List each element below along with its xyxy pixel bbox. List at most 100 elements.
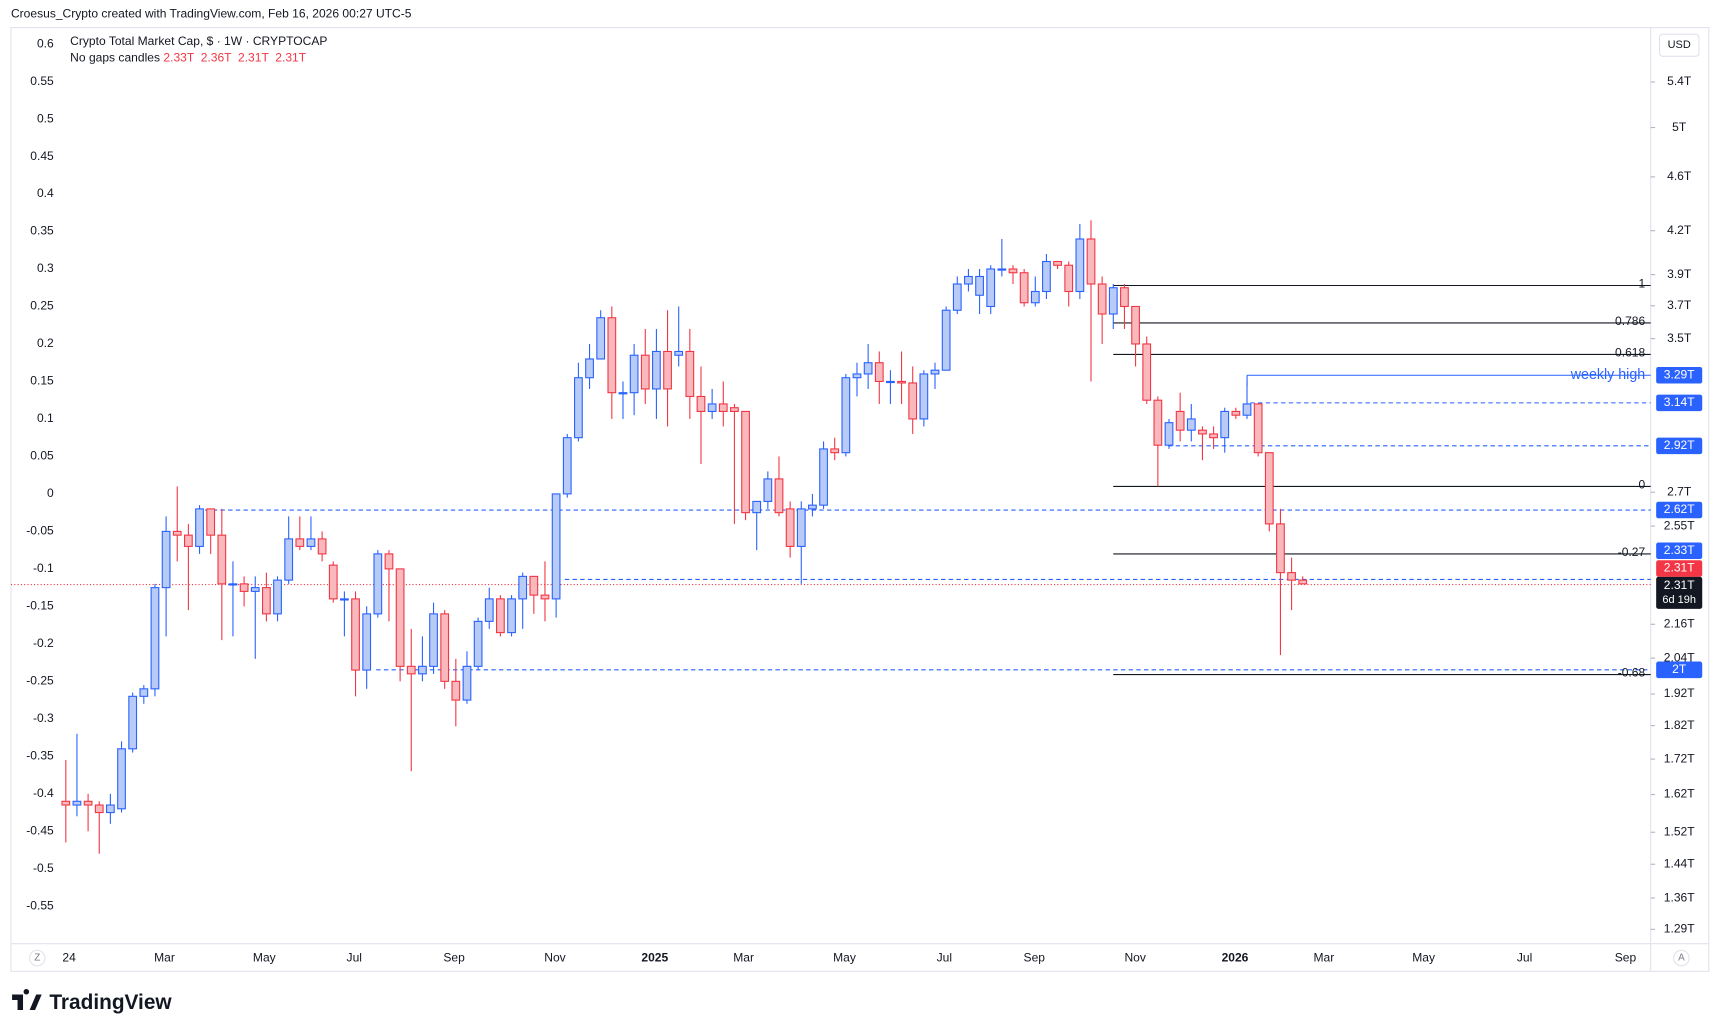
x-tick-label: 2025 [641,950,668,964]
countdown-price: 2.31T [1664,578,1695,592]
auto-button[interactable] [1673,949,1690,967]
fib-label: 0 [1638,477,1645,491]
candle-body [1030,290,1040,304]
candle-body [562,437,572,495]
y-tick-label: 0.55 [30,74,54,88]
candle-body [897,380,906,384]
y2-tick-label: 5T [1672,120,1687,134]
candle-body [507,598,516,634]
candle-body [1008,268,1018,274]
candle-body [629,354,639,394]
candle-body [273,579,282,615]
candle-body [730,407,739,412]
candle-body [351,598,360,671]
candle-body [919,373,929,420]
candle-body [206,508,216,536]
candle-body [284,538,294,581]
candle-body [183,534,193,547]
candle-body [930,369,940,375]
fib-label: 0.618 [1615,346,1645,360]
candle-body [239,583,249,592]
candle-body [161,530,171,589]
x-tick-label: Mar [733,950,754,964]
fib-label: 0.786 [1615,314,1645,328]
candle-body [429,613,438,667]
candle-body [72,800,82,806]
candle-body [707,403,717,412]
y-tick-label: 0.05 [30,449,54,463]
y-tick-label: -0.5 [33,861,54,875]
y-tick-label: 0.1 [37,411,54,425]
candle-body [1298,579,1308,585]
candle-body [228,583,238,586]
chart-frame [10,27,1710,972]
currency-label[interactable]: USD [1668,39,1691,51]
candle-body [874,362,884,383]
y-tick-label: -0.3 [33,711,54,725]
candle-body [796,508,806,547]
price-line-text: weekly high [1570,367,1646,383]
candle-body [1198,429,1207,435]
candle-body [1164,422,1174,446]
candle-body [1053,260,1062,266]
y-tick-label: 0.6 [37,36,54,50]
candle-body [1097,283,1107,315]
candle-body [685,350,695,398]
candle-body [997,268,1007,271]
x-tick-label: 2026 [1222,950,1249,964]
legend-value: 2.33T [163,51,194,65]
zoom-button[interactable] [29,949,46,967]
x-tick-label: May [833,950,857,964]
x-tick-label: Jul [347,950,362,964]
y2-tick-label: 3.9T [1667,267,1692,281]
candle-body [418,665,427,675]
candle-body [395,568,405,667]
y2-tick-label: 2.7T [1667,484,1692,498]
candle-body [1242,403,1252,416]
candle-body [406,665,416,675]
y-tick-label: 0 [47,486,54,500]
candle-body [328,564,338,600]
candle-body [652,350,661,390]
candle-body [1264,452,1274,525]
candle-body [819,448,828,506]
zoom-icon[interactable]: Z [34,953,40,964]
y2-tick-label: 2.55T [1664,518,1695,532]
candle-body [886,380,895,384]
y2-tick-label: 1.29T [1664,922,1695,936]
candle-body [306,538,316,547]
y-tick-label: 0.4 [37,186,54,200]
candle-body [1064,264,1074,293]
candle-body [1108,287,1118,315]
candle-body [128,695,138,750]
x-tick-label: Sep [1615,950,1637,964]
candle-body [340,598,349,601]
candle-body [1186,418,1196,431]
last-price-label: 2.31T [1664,561,1695,575]
candle-body [217,534,227,585]
candle-body [384,553,394,570]
candle-body [1153,399,1163,446]
price-tag-label: 3.14T [1664,395,1695,409]
candle-body [1120,287,1129,308]
candle-body [574,377,583,439]
candle-body [484,598,494,622]
candle-body [117,748,126,810]
y2-tick-label: 2.04T [1664,650,1695,664]
legend-value: 2.31T [238,51,269,65]
brand-name: TradingView [49,991,172,1014]
y-tick-label: 0.3 [37,261,54,275]
y2-tick-label: 1.72T [1664,751,1695,765]
currency-button[interactable] [1658,33,1700,57]
candle-body [462,665,472,701]
candle-body [295,538,305,547]
candle-body [607,317,617,394]
candle-body [195,508,204,547]
auto-icon[interactable]: A [1678,953,1685,964]
y-tick-label: 0.2 [37,336,54,350]
y2-tick-label: 1.36T [1664,890,1695,904]
candle-body [529,575,539,596]
plot: 0.6 0.55 0.5 0.45 0.4 0.35 0.3 0.25 0.2 0.15 0.1 0.… [10,36,1703,964]
y2-tick-label: 1.62T [1664,787,1695,801]
